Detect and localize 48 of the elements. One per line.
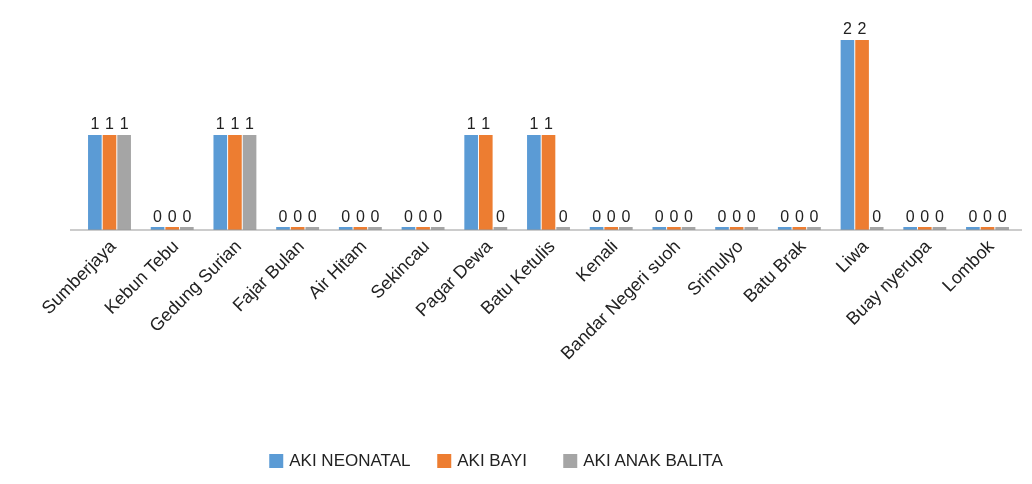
data-label: 0 [355,208,365,225]
data-label: 0 [809,208,819,225]
data-label: 1 [119,115,129,132]
data-label: 1 [481,115,491,132]
data-label: 0 [746,208,756,225]
data-label: 0 [418,208,428,225]
data-label: 0 [934,208,944,225]
data-label: 1 [230,115,240,132]
legend-label: AKI ANAK BALITA [583,451,724,470]
data-label: 1 [90,115,100,132]
data-label: 0 [684,208,694,225]
data-label: 0 [370,208,380,225]
data-label: 0 [872,208,882,225]
data-label: 2 [842,20,852,37]
data-label: 0 [920,208,930,225]
data-label: 0 [905,208,915,225]
data-label: 0 [433,208,443,225]
data-label: 0 [621,208,631,225]
data-label: 0 [167,208,177,225]
data-label: 0 [403,208,413,225]
data-label: 0 [592,208,602,225]
data-label: 1 [215,115,225,132]
legend-label: AKI BAYI [457,451,527,470]
data-label: 0 [293,208,303,225]
data-label: 1 [245,115,255,132]
data-label: 0 [669,208,679,225]
legend-label: AKI NEONATAL [289,451,411,470]
data-label: 0 [968,208,978,225]
data-label: 0 [654,208,664,225]
data-label: 0 [983,208,993,225]
data-label: 0 [558,208,568,225]
data-label: 0 [182,208,192,225]
data-label: 1 [466,115,476,132]
data-label: 0 [495,208,505,225]
data-label: 1 [105,115,115,132]
data-label: 0 [606,208,616,225]
data-label: 2 [857,20,867,37]
data-label: 1 [544,115,554,132]
data-label: 0 [341,208,351,225]
data-label: 0 [794,208,804,225]
data-label: 1 [529,115,539,132]
data-label: 0 [780,208,790,225]
data-label: 0 [153,208,163,225]
data-label: 0 [997,208,1007,225]
data-label: 0 [717,208,727,225]
data-label: 0 [732,208,742,225]
data-label: 0 [307,208,317,225]
data-label: 0 [278,208,288,225]
